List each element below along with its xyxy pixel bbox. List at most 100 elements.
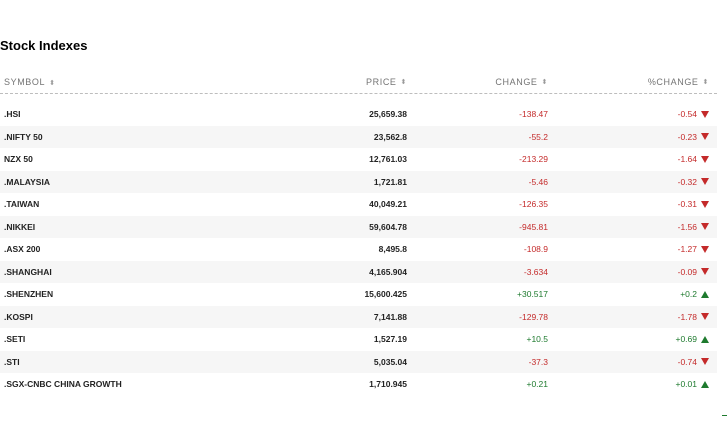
arrow-down-icon xyxy=(701,358,709,366)
price-cell: 40,049.21 xyxy=(369,199,407,210)
pct-change-value: -0.74 xyxy=(677,356,697,367)
change-cell: -945.81 xyxy=(519,221,548,232)
pct-change-cell: +0.69 xyxy=(548,334,717,344)
symbol-cell: .STI xyxy=(0,357,250,367)
symbol-link[interactable]: .SETI xyxy=(4,334,26,345)
symbol-column-header[interactable]: SYMBOL ⬍ xyxy=(0,77,250,87)
price-cell: 25,659.38 xyxy=(369,109,407,120)
arrow-down-icon xyxy=(701,223,709,231)
price-cell: 7,141.88 xyxy=(373,311,407,322)
change-cell: -138.47 xyxy=(519,109,548,120)
change-cell: +30.517 xyxy=(517,289,548,300)
arrow-down-icon xyxy=(701,268,709,276)
symbol-cell: .KOSPI xyxy=(0,312,250,322)
symbol-link[interactable]: .STI xyxy=(4,356,20,367)
change-cell: -213.29 xyxy=(519,154,548,165)
change-cell: -126.35 xyxy=(519,199,548,210)
symbol-link[interactable]: .SGX-CNBC CHINA GROWTH xyxy=(4,379,122,390)
pct-change-cell: -1.64 xyxy=(548,154,717,164)
table-body: .HSI 25,659.38 -138.47 -0.54 .NIFTY 50 23,562… xyxy=(0,103,717,396)
symbol-link[interactable]: .NIFTY 50 xyxy=(4,131,43,142)
table-row: .KOSPI 7,141.88 -129.78 -1.78 xyxy=(0,305,717,328)
corner-mark-icon xyxy=(722,415,727,421)
price-cell: 15,600.425 xyxy=(364,289,407,300)
pct-change-cell: +0.2 xyxy=(548,289,717,299)
change-cell: -3.634 xyxy=(523,266,548,277)
change-cell: -5.46 xyxy=(528,176,548,187)
price-cell: 12,761.03 xyxy=(369,154,407,165)
symbol-cell: .SHENZHEN xyxy=(0,289,250,299)
arrow-up-icon xyxy=(701,290,709,298)
symbol-cell: .NIFTY 50 xyxy=(0,132,250,142)
symbol-link[interactable]: .SHENZHEN xyxy=(4,289,54,300)
symbol-cell: .HSI xyxy=(0,109,250,119)
table-row: .SETI 1,527.19 +10.5 +0.69 xyxy=(0,328,717,351)
symbol-cell: .SGX-CNBC CHINA GROWTH xyxy=(0,379,250,389)
symbol-link[interactable]: .KOSPI xyxy=(4,311,33,322)
price-cell: 59,604.78 xyxy=(369,221,407,232)
symbol-cell: .SHANGHAI xyxy=(0,267,250,277)
pct-change-column-header[interactable]: %CHANGE ⬍ xyxy=(548,77,717,87)
pct-change-value: +0.69 xyxy=(675,334,697,345)
pct-change-value: +0.01 xyxy=(675,379,697,390)
sort-icon: ⬍ xyxy=(541,78,548,86)
price-header-label: PRICE xyxy=(366,76,397,87)
pct-change-value: -1.56 xyxy=(677,221,697,232)
symbol-cell: NZX 50 xyxy=(0,154,250,164)
pct-change-value: -1.64 xyxy=(677,154,697,165)
pct-change-value: +0.2 xyxy=(680,289,697,300)
price-cell: 1,721.81 xyxy=(373,176,407,187)
price-cell: 23,562.8 xyxy=(373,131,407,142)
pct-change-value: -0.23 xyxy=(677,131,697,142)
arrow-down-icon xyxy=(701,200,709,208)
pct-change-value: -1.78 xyxy=(677,311,697,322)
pct-change-cell: -0.54 xyxy=(548,109,717,119)
table-row: .HSI 25,659.38 -138.47 -0.54 xyxy=(0,103,717,126)
symbol-link[interactable]: .NIKKEI xyxy=(4,221,36,232)
symbol-link[interactable]: .SHANGHAI xyxy=(4,266,52,277)
symbol-header-label: SYMBOL xyxy=(4,76,46,87)
arrow-down-icon xyxy=(701,313,709,321)
symbol-link[interactable]: .TAIWAN xyxy=(4,199,40,210)
change-cell: +0.21 xyxy=(526,379,548,390)
sort-icon: ⬍ xyxy=(49,79,56,87)
arrow-down-icon xyxy=(701,178,709,186)
pct-change-cell: -0.09 xyxy=(548,267,717,277)
arrow-down-icon xyxy=(701,245,709,253)
arrow-up-icon xyxy=(701,335,709,343)
change-header-label: CHANGE xyxy=(495,76,538,87)
sort-icon: ⬍ xyxy=(702,78,709,86)
symbol-link[interactable]: .MALAYSIA xyxy=(4,176,50,187)
symbol-cell: .MALAYSIA xyxy=(0,177,250,187)
change-column-header[interactable]: CHANGE ⬍ xyxy=(407,77,548,87)
arrow-up-icon xyxy=(701,380,709,388)
table-row: NZX 50 12,761.03 -213.29 -1.64 xyxy=(0,148,717,171)
price-cell: 4,165.904 xyxy=(369,266,407,277)
change-cell: -108.9 xyxy=(523,244,548,255)
pct-change-cell: -0.23 xyxy=(548,132,717,142)
pct-change-header-label: %CHANGE xyxy=(647,76,699,87)
table-row: .NIFTY 50 23,562.8 -55.2 -0.23 xyxy=(0,125,717,148)
symbol-link[interactable]: .HSI xyxy=(4,109,21,120)
sort-icon: ⬍ xyxy=(400,78,407,86)
table-row: .SHENZHEN 15,600.425 +30.517 +0.2 xyxy=(0,283,717,306)
pct-change-cell: +0.01 xyxy=(548,379,717,389)
pct-change-cell: -0.32 xyxy=(548,177,717,187)
symbol-link[interactable]: NZX 50 xyxy=(4,154,33,165)
table-row: .SGX-CNBC CHINA GROWTH 1,710.945 +0.21 +0.0… xyxy=(0,373,717,396)
arrow-down-icon xyxy=(701,110,709,118)
table-row: .STI 5,035.04 -37.3 -0.74 xyxy=(0,350,717,373)
pct-change-cell: -1.27 xyxy=(548,244,717,254)
change-cell: -55.2 xyxy=(528,131,548,142)
pct-change-value: -0.09 xyxy=(677,266,697,277)
pct-change-value: -0.32 xyxy=(677,176,697,187)
section-title: Stock Indexes xyxy=(0,38,88,53)
symbol-link[interactable]: .ASX 200 xyxy=(4,244,41,255)
arrow-down-icon xyxy=(701,133,709,141)
table-row: .MALAYSIA 1,721.81 -5.46 -0.32 xyxy=(0,170,717,193)
change-cell: -37.3 xyxy=(528,356,548,367)
pct-change-value: -0.31 xyxy=(677,199,697,210)
table-header: SYMBOL ⬍ PRICE ⬍ CHANGE ⬍ %CHANGE ⬍ xyxy=(0,70,717,94)
symbol-cell: .TAIWAN xyxy=(0,199,250,209)
price-column-header[interactable]: PRICE ⬍ xyxy=(250,77,407,87)
